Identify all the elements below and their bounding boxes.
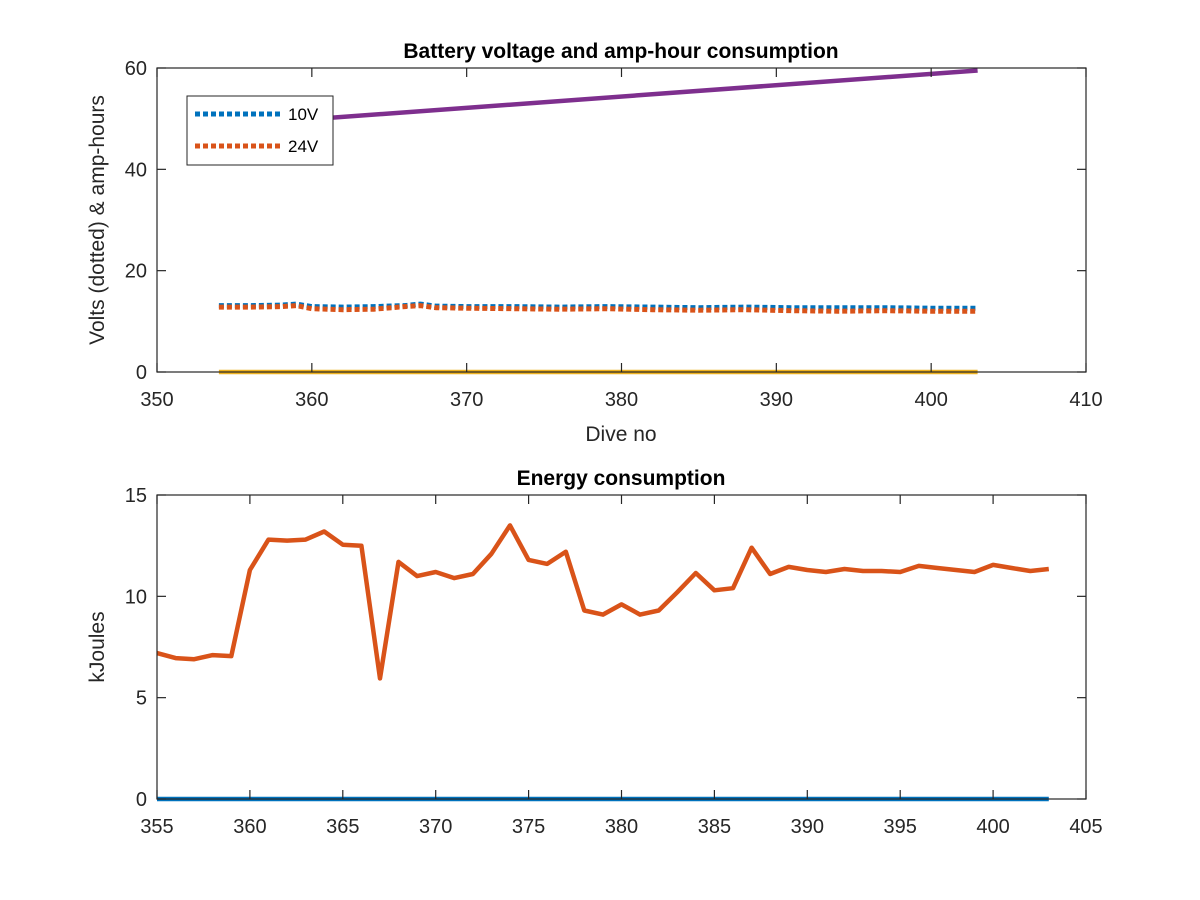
top-y-tick-label: 40 xyxy=(125,159,147,181)
bottom-y-axis-label: kJoules xyxy=(86,611,109,682)
top-y-tick-label: 0 xyxy=(136,362,147,384)
legend-label-24v: 24V xyxy=(288,137,319,156)
bottom-x-tick-label: 360 xyxy=(233,816,266,838)
bottom-x-tick-label: 385 xyxy=(698,816,731,838)
bottom-series-line-0 xyxy=(156,523,1050,681)
top-x-tick-label: 390 xyxy=(760,389,793,411)
plot-area-bottom xyxy=(157,495,1086,799)
bottom-x-tick-label: 395 xyxy=(884,816,917,838)
top-x-tick-label: 370 xyxy=(450,389,483,411)
bottom-x-tick-label: 355 xyxy=(140,816,173,838)
bottom-chart-title: Energy consumption xyxy=(517,467,726,490)
bottom-x-tick-label: 370 xyxy=(419,816,452,838)
top-x-tick-label: 350 xyxy=(140,389,173,411)
top-x-axis-label: Dive no xyxy=(585,423,656,446)
top-chart-title: Battery voltage and amp-hour consumption xyxy=(403,40,838,63)
energy-consumption-axes: 355 360 365 370 375 380 385 390 395 400 405051015 … xyxy=(86,467,1103,838)
bottom-x-tick-label: 380 xyxy=(605,816,638,838)
top-series-line-1 xyxy=(218,303,978,314)
top-x-tick-label: 360 xyxy=(295,389,328,411)
top-x-tick-label: 400 xyxy=(914,389,947,411)
top-y-tick-label: 20 xyxy=(125,261,147,283)
bottom-x-tick-label: 400 xyxy=(976,816,1009,838)
top-x-tick-label: 380 xyxy=(605,389,638,411)
legend-label-10v: 10V xyxy=(288,105,319,124)
top-series-line-2 xyxy=(249,68,978,126)
legend: 10V 24V xyxy=(186,95,334,166)
bottom-y-tick-label: 5 xyxy=(136,688,147,710)
bottom-x-tick-label: 365 xyxy=(326,816,359,838)
bottom-y-tick-label: 0 xyxy=(136,789,147,811)
bottom-y-tick-label: 10 xyxy=(125,586,147,608)
top-series-line-0 xyxy=(218,301,978,311)
bottom-y-tick-label: 15 xyxy=(125,485,147,507)
voltage-amp-hour-axes: 350 360 370 380 390 400 410 0 20 40 60 Battery vol… xyxy=(86,40,1103,446)
bottom-ticks-group: 355 360 365 370 375 380 385 390 395 400 405 0 5 10 15 xyxy=(125,485,1103,838)
top-ticks-group: 350 360 370 380 390 400 410 0 20 40 60 xyxy=(125,58,1103,411)
top-y-tick-label: 60 xyxy=(125,58,147,80)
top-y-axis-label: Volts (dotted) & amp-hours xyxy=(86,95,109,345)
bottom-x-tick-label: 375 xyxy=(512,816,545,838)
bottom-x-tick-label: 405 xyxy=(1069,816,1102,838)
top-x-tick-label: 410 xyxy=(1069,389,1102,411)
bottom-x-tick-label: 390 xyxy=(791,816,824,838)
legend-box xyxy=(186,95,334,166)
